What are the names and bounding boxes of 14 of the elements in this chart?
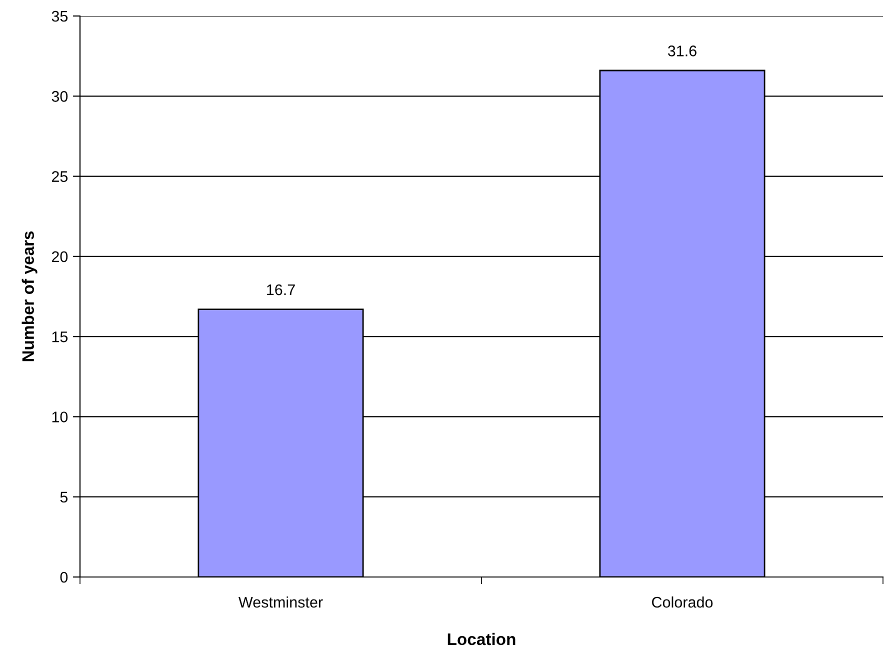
y-tick-label: 15 [52,332,68,342]
x-tick-label: Colorado [652,596,713,608]
x-axis-title: Location [448,632,516,646]
data-label: 31.6 [668,46,696,56]
y-tick-label: 20 [52,251,68,262]
y-tick-label: 35 [52,10,68,22]
y-tick-label: 10 [52,412,68,422]
y-tick-label: 0 [60,572,68,583]
data-label: 16.7 [267,284,295,296]
y-tick-label: 5 [60,492,68,503]
y-tick-label: 25 [52,171,68,182]
x-tick-label: Westminster [238,596,323,608]
y-tick-label: 30 [52,91,68,102]
y-axis-title: Number of years [22,231,38,362]
